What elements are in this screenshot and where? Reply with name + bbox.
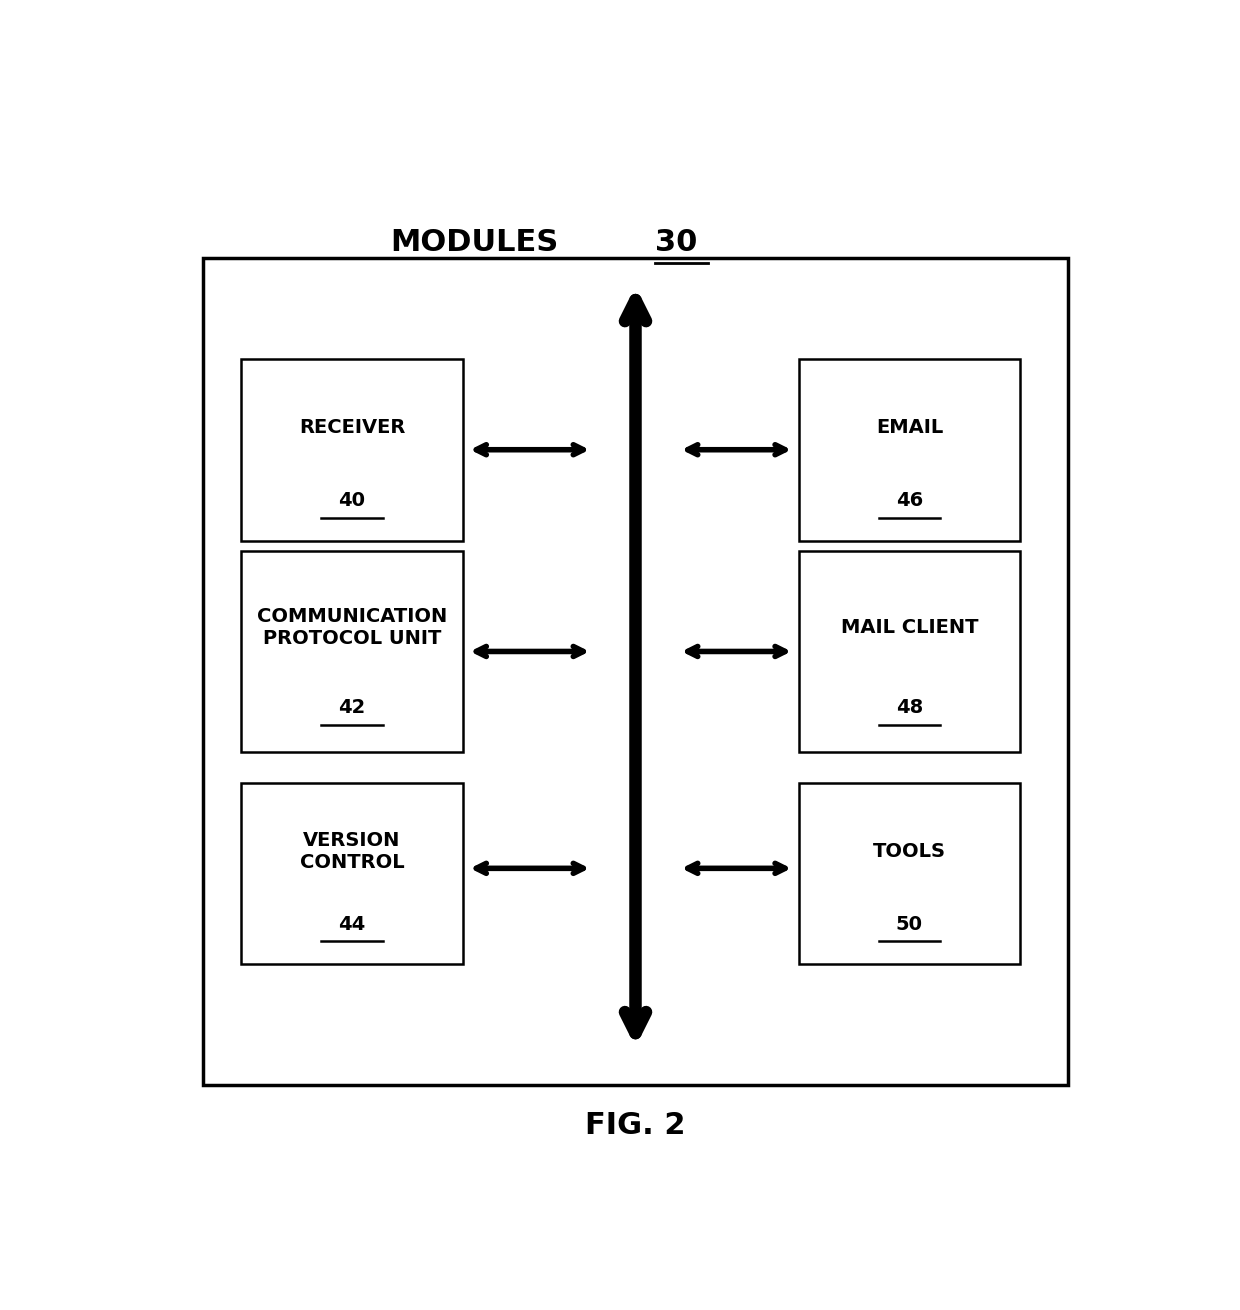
Text: COMMUNICATION
PROTOCOL UNIT: COMMUNICATION PROTOCOL UNIT xyxy=(257,607,448,647)
Bar xyxy=(799,782,1019,964)
Text: VERSION
CONTROL: VERSION CONTROL xyxy=(300,831,404,872)
Text: 48: 48 xyxy=(895,698,923,718)
Text: EMAIL: EMAIL xyxy=(875,418,942,438)
Text: TOOLS: TOOLS xyxy=(873,842,946,861)
Bar xyxy=(242,359,463,541)
Text: 50: 50 xyxy=(895,914,923,934)
Text: FIG. 2: FIG. 2 xyxy=(585,1111,686,1140)
Bar xyxy=(203,258,1068,1085)
Bar xyxy=(799,359,1019,541)
Text: 44: 44 xyxy=(339,914,366,934)
Text: MODULES: MODULES xyxy=(391,228,558,258)
Text: 46: 46 xyxy=(895,491,923,510)
Text: 40: 40 xyxy=(339,491,366,510)
Bar xyxy=(242,550,463,752)
Text: 30: 30 xyxy=(655,228,697,258)
Text: RECEIVER: RECEIVER xyxy=(299,418,405,438)
Text: MAIL CLIENT: MAIL CLIENT xyxy=(841,618,978,637)
Bar xyxy=(242,782,463,964)
Bar xyxy=(799,550,1019,752)
Text: 42: 42 xyxy=(339,698,366,718)
